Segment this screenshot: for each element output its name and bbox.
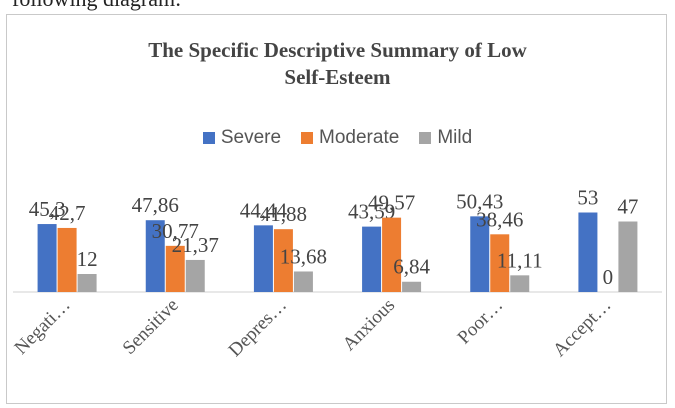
- x-tick-label-5: Accept…: [549, 295, 615, 361]
- legend-swatch-moderate: [301, 132, 314, 144]
- bar-severe-3: [362, 226, 382, 292]
- data-label-moderate-0: 42,7: [49, 201, 86, 225]
- data-label-moderate-3: 49,57: [368, 191, 415, 215]
- data-label-severe-2: 44,44: [240, 198, 288, 222]
- data-label-mild-4: 11,11: [497, 248, 543, 272]
- legend-item-severe: Severe: [202, 127, 282, 149]
- x-tick-label-3: Anxious: [339, 295, 399, 355]
- chart-title-line-1: The Specific Descriptive Summary of Low: [148, 38, 527, 62]
- legend-swatch-mild: [419, 132, 432, 144]
- bar-mild-3: [402, 281, 422, 292]
- bar-moderate-0: [57, 227, 77, 292]
- bar-mild-1: [185, 259, 205, 292]
- chart-legend: Severe Moderate Mild: [7, 127, 668, 149]
- chart-frame: The Specific Descriptive Summary of Low …: [6, 14, 667, 404]
- bar-moderate-2: [273, 229, 293, 292]
- bar-severe-0: [37, 224, 57, 292]
- data-label-moderate-5: 0: [603, 265, 614, 289]
- bar-moderate-1: [165, 245, 185, 292]
- data-label-moderate-1: 30,77: [152, 219, 199, 243]
- legend-item-mild: Mild: [419, 127, 472, 149]
- data-label-severe-4: 50,43: [456, 189, 503, 213]
- bar-severe-5: [578, 212, 598, 292]
- data-label-severe-5: 53: [577, 186, 598, 210]
- legend-item-moderate: Moderate: [301, 127, 399, 149]
- legend-label-severe: Severe: [220, 127, 282, 148]
- legend-swatch-severe: [202, 132, 215, 144]
- x-tick-label-0: Negati…: [11, 295, 75, 359]
- bar-severe-1: [145, 220, 165, 292]
- data-label-mild-1: 21,37: [172, 233, 219, 257]
- data-label-moderate-2: 41,88: [260, 202, 307, 226]
- data-label-severe-1: 47,86: [132, 193, 179, 217]
- bar-moderate-3: [382, 217, 402, 292]
- clipped-caption-strip: following diagram:: [0, 0, 675, 14]
- clipped-caption-text: following diagram:: [12, 0, 181, 12]
- data-label-mild-5: 47: [617, 195, 638, 219]
- data-label-severe-0: 45,3: [29, 197, 66, 221]
- bar-severe-2: [253, 225, 273, 292]
- data-label-mild-2: 13,68: [280, 244, 327, 268]
- bar-mild-0: [77, 274, 97, 292]
- data-label-mild-3: 6,84: [393, 255, 430, 279]
- bar-mild-4: [510, 275, 530, 292]
- bar-severe-4: [470, 216, 490, 292]
- x-tick-label-1: Sensitive: [119, 295, 183, 359]
- chart-title: The Specific Descriptive Summary of Low …: [7, 37, 668, 91]
- x-tick-label-4: Poor…: [454, 295, 508, 349]
- legend-label-mild: Mild: [437, 127, 473, 148]
- chart-title-line-2: Self-Esteem: [284, 65, 391, 89]
- data-label-moderate-4: 38,46: [476, 207, 523, 231]
- bar-mild-5: [618, 221, 638, 292]
- legend-label-moderate: Moderate: [319, 127, 400, 148]
- data-label-mild-0: 12: [77, 247, 98, 271]
- bar-mild-2: [293, 271, 313, 292]
- bar-moderate-4: [490, 234, 510, 292]
- x-tick-label-2: Depres…: [225, 295, 291, 361]
